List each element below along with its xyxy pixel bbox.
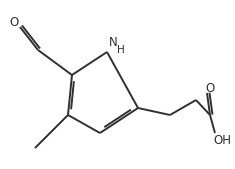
Text: N: N <box>109 35 117 49</box>
Text: OH: OH <box>213 134 231 147</box>
Text: H: H <box>117 45 125 55</box>
Text: O: O <box>9 16 19 29</box>
Text: O: O <box>205 81 215 94</box>
